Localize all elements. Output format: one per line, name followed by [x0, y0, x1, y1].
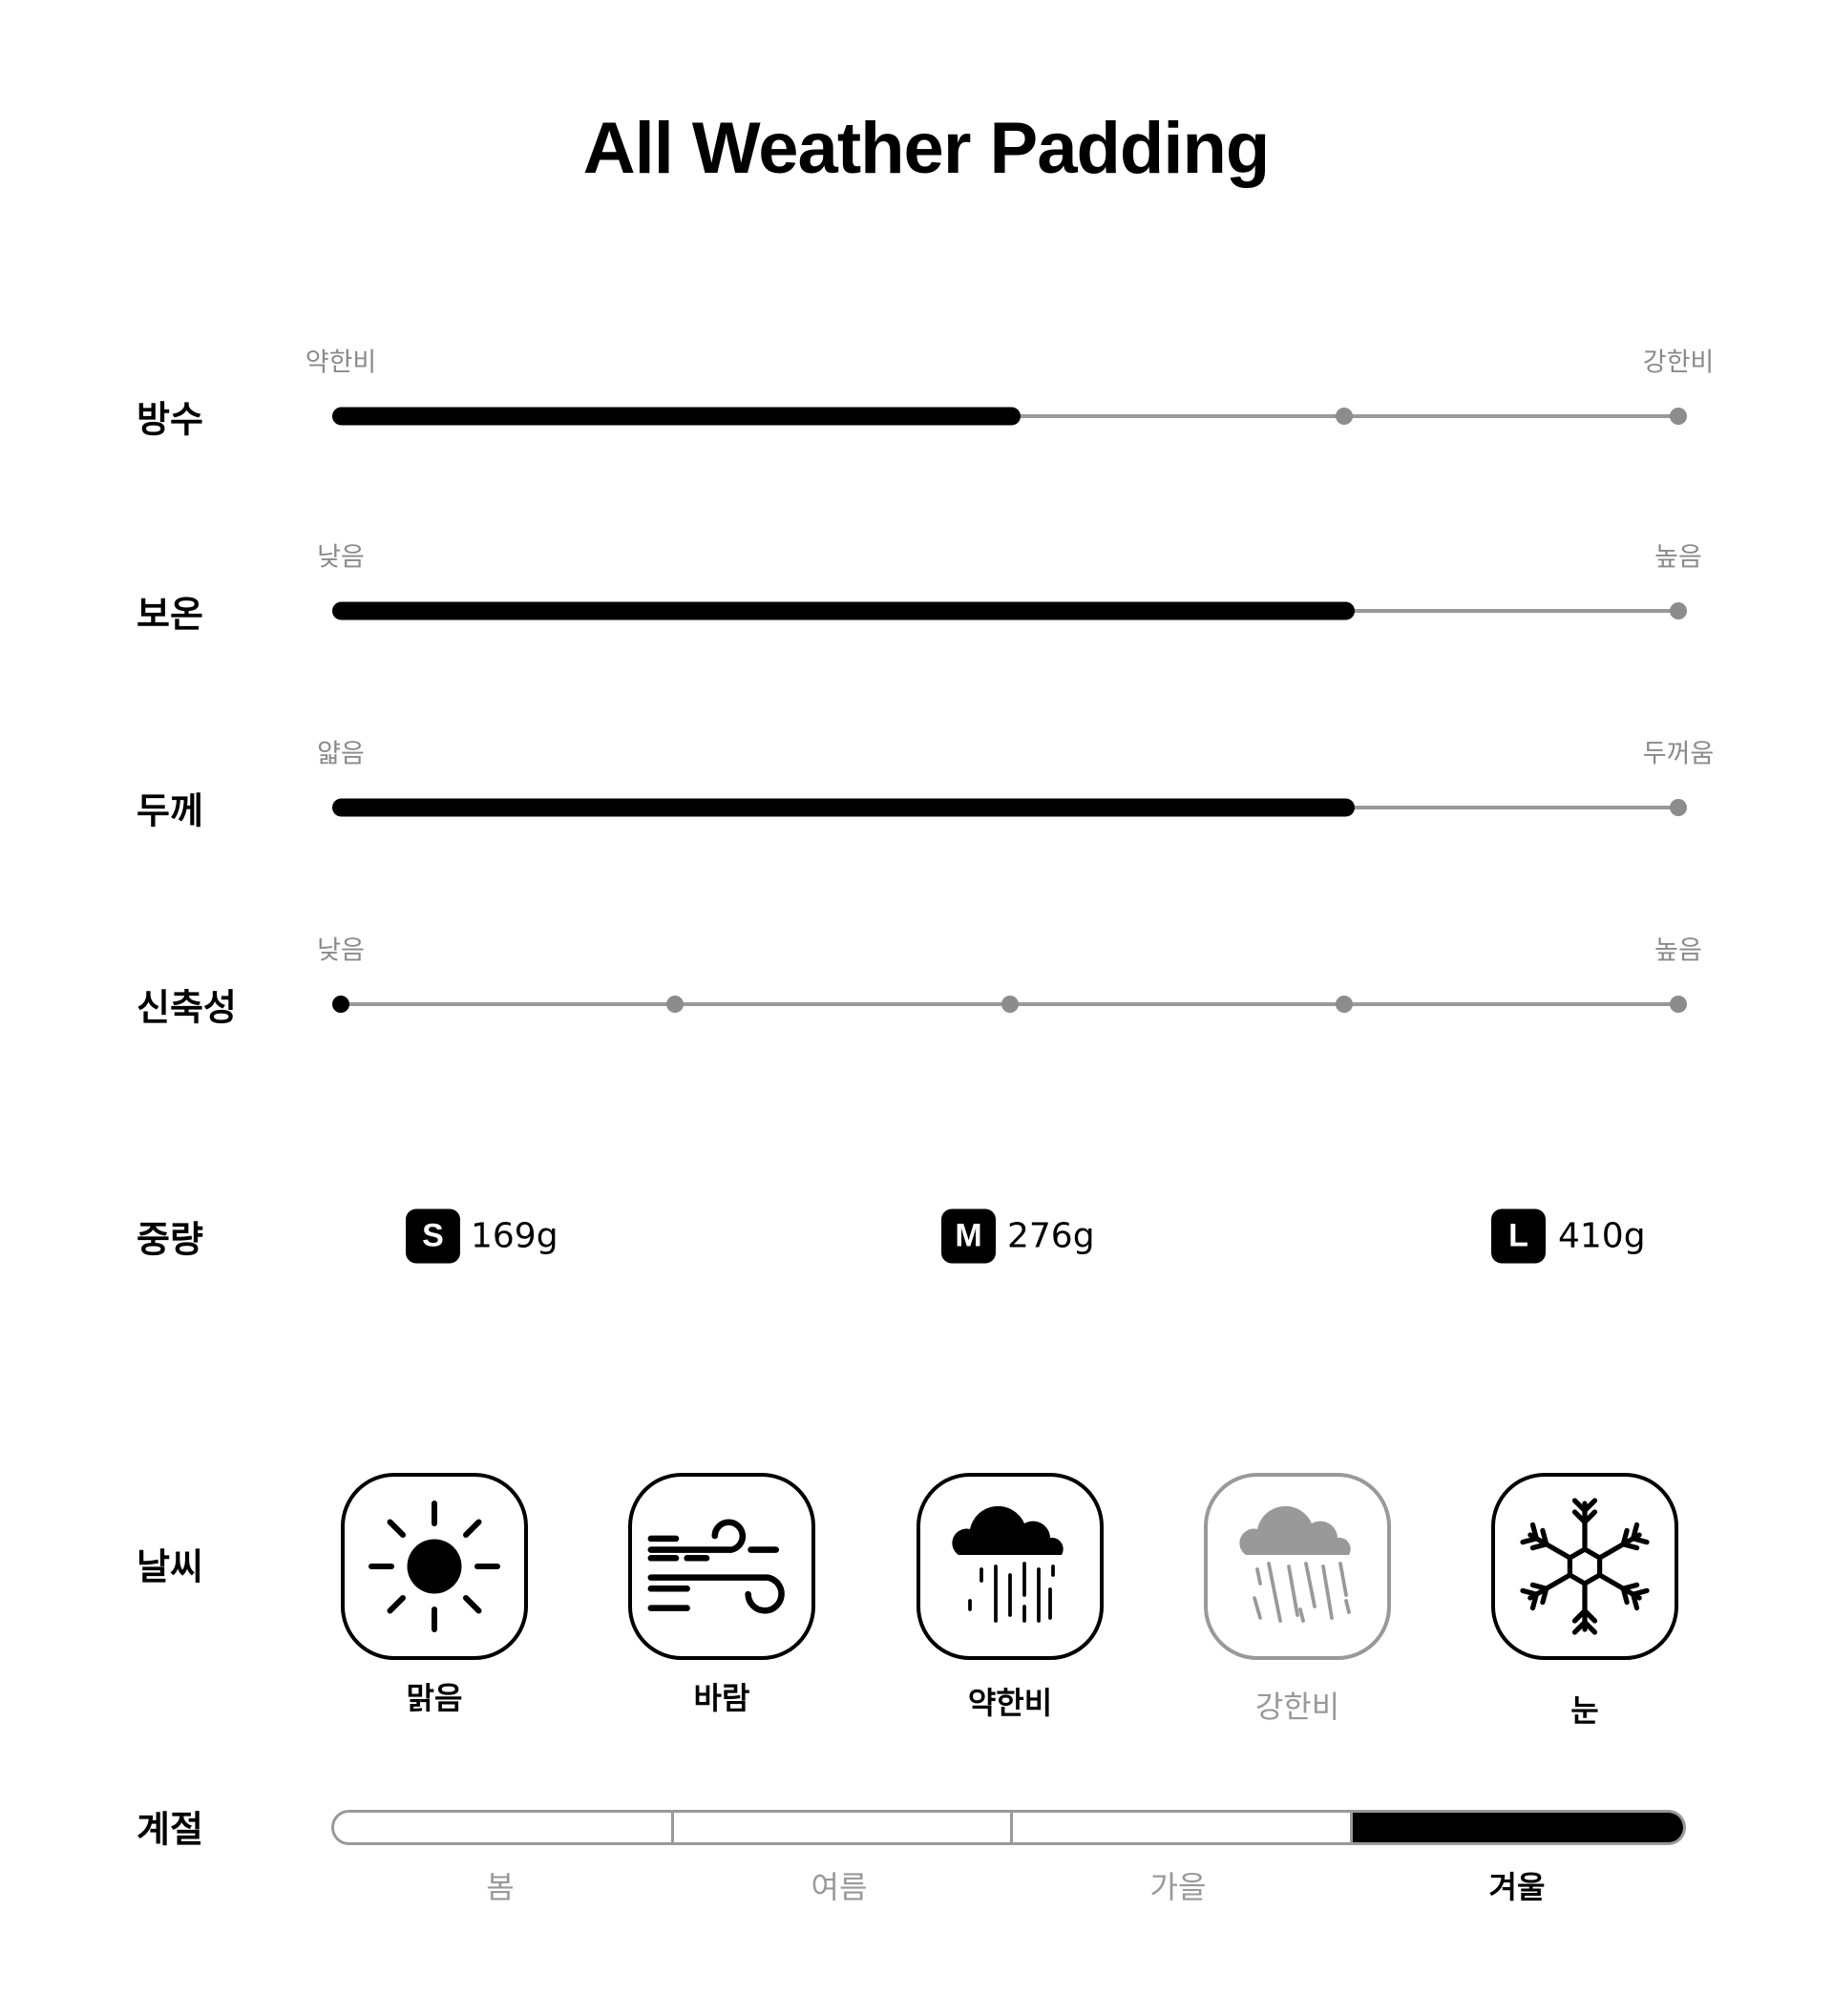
scale-step-dot [1670, 799, 1687, 816]
scale-step-dot [1670, 602, 1687, 620]
light-rain-icon [952, 1505, 1064, 1623]
season-segment-winter [1353, 1813, 1683, 1842]
weather-label-wind: 바람 [693, 1680, 750, 1716]
scale-step-dot [1001, 996, 1019, 1013]
scale-high-label: 높음 [1654, 935, 1702, 966]
season-bar [331, 1810, 1686, 1845]
scale-step-dot [1335, 408, 1353, 425]
scale-step-dot [332, 996, 349, 1013]
snowflake-icon [1513, 1498, 1656, 1638]
heavy-rain-icon [1239, 1505, 1351, 1623]
size-badge-m: M [941, 1208, 996, 1264]
scale-high-label: 두꺼움 [1642, 739, 1715, 769]
size-badge-s: S [406, 1208, 460, 1264]
weather-label-heavy-rain: 강한비 [1254, 1689, 1340, 1725]
weather-label-snow: 눈 [1570, 1692, 1599, 1729]
scale-step-dot [666, 996, 685, 1013]
weather-wind [628, 1473, 815, 1660]
scale-label-thickness: 두께 [137, 789, 203, 832]
scale-label-warmth: 보온 [137, 593, 203, 636]
size-badge-l: L [1491, 1208, 1546, 1264]
weight-value-m: 276g [1007, 1216, 1095, 1256]
season-segment-summer [674, 1813, 1013, 1842]
weather-label: 날씨 [137, 1545, 203, 1588]
scale-fill [332, 601, 1355, 620]
scale-low-label: 얇음 [317, 739, 365, 769]
weather-light-rain [916, 1473, 1104, 1660]
season-label-winter: 겨울 [1488, 1869, 1546, 1905]
scale-step-dot [1670, 408, 1687, 425]
weight-value-l: 410g [1558, 1216, 1646, 1256]
scale-fill [332, 407, 1021, 426]
weight-value-s: 169g [471, 1216, 558, 1256]
scale-low-label: 낮음 [317, 935, 365, 966]
season-label-autumn: 가을 [1149, 1869, 1207, 1905]
scale-step-dot [1335, 996, 1353, 1013]
weather-snow [1491, 1473, 1678, 1660]
scale-label-stretch: 신축성 [137, 986, 237, 1029]
season-segment-autumn [1013, 1813, 1353, 1842]
scale-high-label: 강한비 [1642, 347, 1715, 378]
scale-fill [332, 798, 1355, 817]
season-segment-spring [334, 1813, 674, 1842]
weather-label-sunny: 맑음 [406, 1680, 463, 1716]
scale-low-label: 낮음 [317, 542, 365, 573]
sun-icon [369, 1501, 500, 1632]
season-label: 계절 [137, 1808, 203, 1851]
wind-icon [647, 1519, 785, 1614]
scale-low-label: 약한비 [305, 347, 377, 378]
scale-high-label: 높음 [1654, 542, 1702, 573]
weather-heavy-rain [1204, 1473, 1391, 1660]
season-label-spring: 봄 [486, 1869, 515, 1905]
season-label-summer: 여름 [811, 1869, 868, 1905]
scale-label-waterproof: 방수 [137, 398, 203, 441]
scale-step-dot [1670, 996, 1687, 1013]
page-title: All Weather Padding [582, 108, 1271, 189]
weather-sunny [341, 1473, 528, 1660]
weather-label-light-rain: 약한비 [967, 1685, 1053, 1721]
weight-label: 중량 [137, 1218, 203, 1261]
